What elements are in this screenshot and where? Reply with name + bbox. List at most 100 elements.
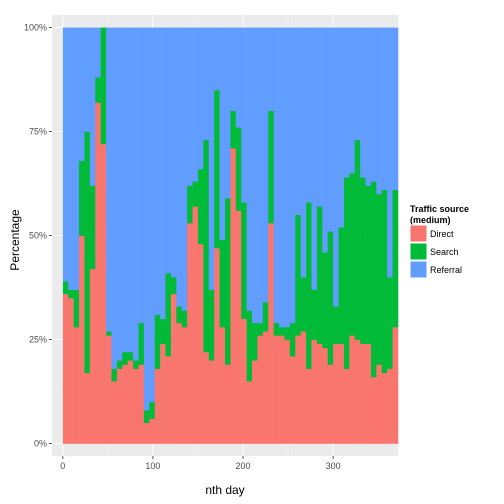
bar-referral	[338, 27, 345, 228]
bar-referral	[230, 27, 237, 111]
bar-direct	[116, 368, 123, 444]
y-tick-label: 25%	[29, 335, 47, 345]
bar-referral	[197, 27, 204, 170]
bar-referral	[122, 27, 128, 353]
bar-search	[73, 289, 80, 328]
legend-title: (medium)	[410, 215, 451, 225]
bar-direct	[333, 343, 339, 444]
bar-referral	[316, 27, 323, 207]
bar-direct	[84, 372, 91, 444]
bar-search	[225, 198, 231, 365]
bar-direct	[149, 418, 156, 444]
x-tick-label: 200	[236, 461, 251, 471]
bar-direct	[68, 297, 74, 444]
bar-direct	[268, 223, 274, 444]
bar-direct	[289, 356, 296, 444]
bar-referral	[214, 27, 220, 91]
bar-search	[219, 239, 226, 328]
bar-search	[106, 331, 112, 336]
bar-search	[165, 272, 172, 357]
bar-referral	[127, 27, 134, 353]
bar-search	[268, 110, 274, 224]
bar-referral	[84, 27, 91, 132]
bar-search	[289, 322, 296, 357]
bar-direct	[279, 335, 285, 444]
bar-referral	[89, 27, 96, 186]
bar-search	[154, 314, 161, 369]
bar-search	[354, 139, 361, 340]
bar-search	[100, 27, 107, 145]
bar-direct	[354, 339, 361, 444]
legend-key-search	[410, 243, 427, 260]
bar-search	[235, 127, 242, 211]
bar-direct	[235, 210, 242, 444]
bar-search	[111, 368, 118, 382]
bar-search	[192, 181, 199, 207]
bar-search	[197, 168, 204, 245]
bar-referral	[106, 27, 112, 332]
bar-referral	[170, 27, 177, 278]
y-tick-label: 0%	[34, 439, 47, 449]
bar-referral	[322, 27, 329, 253]
bar-direct	[241, 318, 247, 444]
bar-search	[89, 185, 96, 270]
bar-direct	[170, 293, 177, 444]
bar-search	[246, 310, 253, 382]
bar-referral	[311, 27, 318, 290]
bar-referral	[149, 27, 156, 403]
bar-search	[338, 227, 345, 344]
bar-direct	[381, 372, 388, 444]
bar-search	[79, 160, 85, 236]
bar-referral	[235, 27, 242, 128]
bar-direct	[122, 364, 128, 444]
bar-direct	[138, 364, 145, 444]
bar-referral	[246, 27, 253, 311]
bar-direct	[365, 343, 372, 444]
x-tick-label: 0	[60, 461, 65, 471]
bar-referral	[262, 27, 269, 303]
bar-referral	[381, 27, 388, 191]
bar-referral	[241, 27, 247, 203]
bar-search	[181, 310, 188, 328]
bar-direct	[311, 339, 318, 444]
bar-direct	[387, 368, 393, 444]
legend-label-referral: Referral	[430, 265, 462, 275]
bar-referral	[300, 27, 307, 278]
bar-referral	[95, 27, 101, 78]
bar-search	[300, 277, 307, 332]
bar-direct	[133, 368, 139, 444]
bar-direct	[181, 327, 188, 444]
bar-direct	[89, 268, 96, 444]
x-tick-label: 100	[145, 461, 160, 471]
bar-search	[252, 322, 258, 361]
legend-label-search: Search	[430, 247, 459, 257]
bar-search	[138, 322, 145, 365]
bar-search	[322, 252, 329, 349]
bar-direct	[230, 148, 237, 444]
bar-search	[376, 193, 383, 365]
bar-search	[230, 110, 237, 149]
bar-direct	[106, 335, 112, 444]
bar-direct	[79, 235, 85, 444]
bar-direct	[370, 376, 377, 444]
legend-key-referral	[410, 261, 427, 278]
bar-referral	[279, 27, 285, 328]
bar-search	[262, 302, 269, 332]
bar-referral	[343, 27, 350, 178]
bar-direct	[100, 143, 107, 444]
bar-search	[349, 173, 356, 336]
bar-direct	[252, 360, 258, 444]
bars	[62, 27, 399, 444]
y-tick-label: 100%	[24, 22, 47, 32]
x-tick-label: 300	[326, 461, 341, 471]
bar-referral	[360, 27, 366, 178]
bar-direct	[349, 335, 356, 444]
bar-direct	[273, 335, 280, 444]
bar-direct	[165, 356, 172, 444]
bar-search	[327, 231, 334, 365]
bar-direct	[360, 343, 366, 444]
bar-search	[116, 360, 123, 369]
bar-search	[127, 351, 134, 361]
bar-referral	[365, 27, 372, 186]
